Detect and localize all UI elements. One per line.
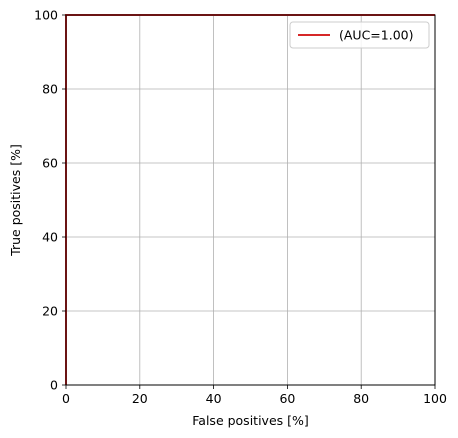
y-tick-label-1: 20 xyxy=(42,304,58,319)
x-tick-label-2: 40 xyxy=(206,391,222,406)
legend-box xyxy=(289,21,430,49)
grid-lines xyxy=(65,14,436,386)
y-tick-label-2: 40 xyxy=(42,230,58,245)
y-tick-label-0: 0 xyxy=(50,378,58,393)
y-tick-label-3: 60 xyxy=(42,156,58,171)
x-tick-label-4: 80 xyxy=(353,391,369,406)
x-tick-label-0: 0 xyxy=(62,391,70,406)
x-axis-label: False positives [%] xyxy=(192,413,309,428)
x-tick-label-3: 60 xyxy=(279,391,295,406)
legend: (AUC=1.00) xyxy=(289,21,430,49)
y-tick-label-5: 100 xyxy=(34,8,58,23)
x-tick-label-1: 20 xyxy=(132,391,148,406)
y-axis-label: True positives [%] xyxy=(8,144,23,257)
y-axis-ticks: 0 20 40 60 80 100 xyxy=(34,8,66,393)
plot-frame xyxy=(65,14,436,386)
y-tick-label-4: 80 xyxy=(42,82,58,97)
x-tick-label-5: 100 xyxy=(423,391,447,406)
series-layer xyxy=(65,14,435,385)
x-axis-ticks: 0 20 40 60 80 100 xyxy=(62,385,447,406)
series-line-0 xyxy=(65,14,435,385)
legend-label: (AUC=1.00) xyxy=(339,28,414,43)
